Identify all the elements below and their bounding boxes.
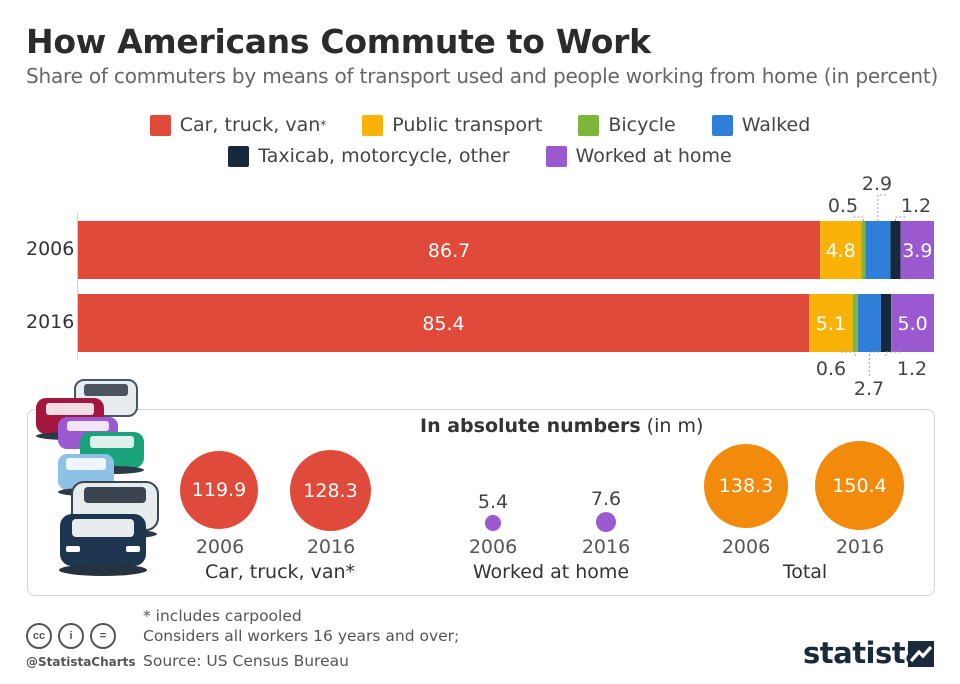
home-2016-value: 7.6 <box>590 488 622 510</box>
home-2006-circle <box>485 515 501 531</box>
total-2006-circle: 138.3 <box>704 444 788 528</box>
bar-callout-label: 1.2 <box>897 358 927 380</box>
legend-row-1: Car, truck, van * Public transport Bicycl… <box>0 110 960 140</box>
legend-item-taxi: Taxicab, motorcycle, other <box>228 145 510 167</box>
bar-segment-2006-5 <box>900 221 934 279</box>
legend-label: Public transport <box>392 114 543 136</box>
legend-swatch-walked <box>711 114 733 136</box>
chart-subtitle: Share of commuters by means of transport… <box>26 64 939 88</box>
absolute-numbers-title: In absolute numbers (in m) <box>420 415 703 437</box>
legend-item-home: Worked at home <box>545 145 732 167</box>
group-label-total: Total <box>782 561 828 583</box>
bar-segment-2016-4 <box>880 294 892 352</box>
legend-label: Bicycle <box>608 114 676 136</box>
bar-callout-label: 2.9 <box>862 173 892 195</box>
car-icon <box>59 514 147 576</box>
bar-segment-2016-0 <box>78 294 810 352</box>
statista-logo[interactable]: statista <box>803 636 925 670</box>
bar-segment-2016-1 <box>809 294 853 352</box>
legend-swatch-bicycle <box>578 114 600 136</box>
total-2006-value: 138.3 <box>718 475 774 497</box>
legend-label: Worked at home <box>575 145 732 167</box>
bar-callout-leader <box>894 216 906 221</box>
bar-value-label: 5.1 <box>816 313 846 335</box>
total-2016-value: 150.4 <box>832 474 887 497</box>
bar-segment-2006-1 <box>820 221 862 279</box>
year-label: 2006 <box>468 536 518 558</box>
cc-license-icon[interactable]: cc <box>26 623 52 649</box>
legend-sup: * <box>320 118 327 132</box>
car-2006-circle: 119.9 <box>180 451 258 529</box>
cars-illustration <box>36 379 159 576</box>
car-2006-value: 119.9 <box>191 479 247 501</box>
y-axis-line <box>77 213 78 359</box>
bar-callout-leader <box>885 351 902 356</box>
legend-swatch-public <box>362 114 384 136</box>
year-label: 2016 <box>581 536 631 558</box>
home-2006-value: 5.4 <box>477 491 509 513</box>
legend-item-public: Public transport <box>362 114 542 136</box>
year-label: 2016 <box>306 536 356 558</box>
legend-swatch-taxi <box>228 145 250 167</box>
footnote-source: Source: US Census Bureau <box>143 652 349 670</box>
legend-row-2: Taxicab, motorcycle, other Worked at hom… <box>0 141 960 171</box>
bar-segment-2006-4 <box>890 221 901 279</box>
chart-title: How Americans Commute to Work <box>26 22 651 61</box>
footnote-carpooled: * includes carpooled <box>143 607 302 625</box>
legend-item-car: Car, truck, van * <box>149 114 327 136</box>
twitter-handle[interactable]: @StatistaCharts <box>26 655 136 669</box>
stacked-bar-chart: 86.7 4.8 3.9 85.4 5.1 5.0 0.52.9 1.2 0.6 2.7 1.2 <box>78 173 934 400</box>
legend-label: Walked <box>741 114 811 136</box>
legend-swatch-home <box>545 145 567 167</box>
bar-callout-label: 2.7 <box>854 378 884 400</box>
legend-item-walked: Walked <box>711 114 811 136</box>
bar-category-label: 2016 <box>26 311 75 333</box>
legend-swatch-car <box>149 114 171 136</box>
bar-callout-leader <box>841 351 856 356</box>
legend: Car, truck, van * Public transport Bicycl… <box>0 110 960 171</box>
car-2016-circle: 128.3 <box>290 450 371 531</box>
no-derivatives-icon[interactable]: = <box>90 623 116 649</box>
bar-value-label: 5.0 <box>897 313 927 335</box>
legend-label: Taxicab, motorcycle, other <box>258 145 510 167</box>
legend-item-bicycle: Bicycle <box>578 114 676 136</box>
year-label: 2006 <box>721 536 771 558</box>
bar-callout-label: 0.5 <box>828 195 858 217</box>
bar-segment-2016-3 <box>857 294 881 352</box>
bar-callout-leader <box>868 351 879 376</box>
group-label-car: Car, truck, van* <box>205 561 356 583</box>
bar-segment-2006-2 <box>861 221 866 279</box>
bar-segment-2016-2 <box>852 294 858 352</box>
bar-category-label: 2006 <box>26 238 75 260</box>
statista-logo-mark <box>908 641 934 667</box>
bar-callout-label: 0.6 <box>816 358 846 380</box>
bar-value-label: 85.4 <box>422 313 464 335</box>
bar-segment-2006-0 <box>78 221 821 279</box>
home-2016-circle <box>596 512 616 532</box>
absolute-title-unit: (in m) <box>640 415 704 437</box>
bar-segment-2016-5 <box>891 294 934 352</box>
year-label: 2006 <box>195 536 245 558</box>
bar-value-label: 86.7 <box>428 240 470 262</box>
bar-callout-label: 1.2 <box>901 195 931 217</box>
group-label-home: Worked at home <box>472 561 630 583</box>
bar-segment-2006-3 <box>865 221 891 279</box>
bar-callout-leader <box>877 194 887 221</box>
footnote-workers: Considers all workers 16 years and over; <box>143 627 460 645</box>
total-2016-circle: 150.4 <box>815 441 904 530</box>
car-2016-value: 128.3 <box>303 479 358 502</box>
bar-callout-leader <box>853 216 864 221</box>
bar-value-label: 4.8 <box>826 240 856 262</box>
bar-value-label: 3.9 <box>902 240 932 262</box>
attribution-icon[interactable]: i <box>58 623 84 649</box>
absolute-title-bold: In absolute numbers <box>420 415 641 437</box>
legend-label: Car, truck, van <box>179 114 321 136</box>
year-label: 2016 <box>835 536 885 558</box>
